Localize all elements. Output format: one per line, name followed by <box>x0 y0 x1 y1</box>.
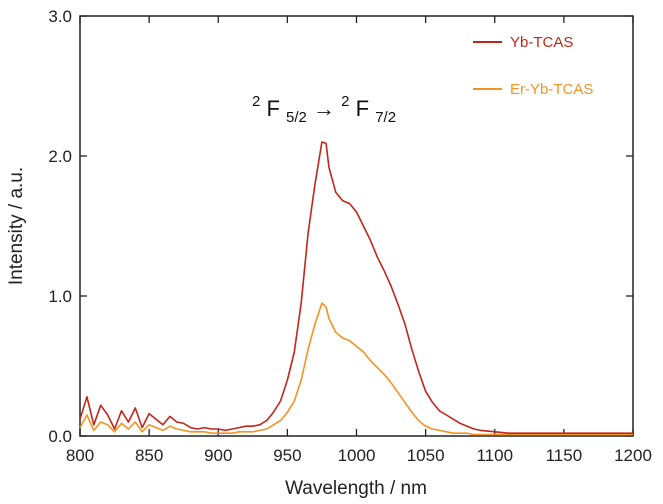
annot-main2: F <box>356 96 369 121</box>
series-line-er-yb-tcas <box>79 302 633 436</box>
x-tick-label: 1050 <box>407 446 445 465</box>
x-tick-label: 800 <box>66 446 94 465</box>
annot-sup1: 2 <box>252 93 260 110</box>
legend: Yb-TCAS Er-Yb-TCAS <box>473 34 593 98</box>
y-tick-label: 1.0 <box>48 287 72 306</box>
x-tick-label: 1100 <box>476 446 513 465</box>
y-tick-label: 3.0 <box>48 7 72 26</box>
x-axis-title: Wavelength / nm <box>285 478 427 499</box>
annot-sub2: 7/2 <box>375 109 396 126</box>
tick-labels: 800 850 900 950 1000 1050 1100 1150 1200 0.0 1.0 2.… <box>48 7 652 465</box>
annot-main1: F <box>266 96 279 121</box>
annot-sup2: 2 <box>341 93 349 110</box>
plot-frame <box>79 15 634 437</box>
x-tick-label: 850 <box>135 446 163 465</box>
annot-sub1: 5/2 <box>286 109 307 126</box>
y-tick-label: 0.0 <box>48 427 72 446</box>
legend-label-yb-tcas: Yb-TCAS <box>510 34 573 51</box>
legend-label-er-yb-tcas: Er-Yb-TCAS <box>510 81 593 98</box>
series-lines <box>79 141 633 436</box>
transition-annotation: 2 F 5/2 → 2 F 7/2 <box>252 86 396 127</box>
y-axis-title: Intensity / a.u. <box>6 167 27 285</box>
series-line-yb-tcas <box>79 141 633 435</box>
x-tick-label: 900 <box>204 446 232 465</box>
axis-ticks <box>79 15 634 437</box>
x-tick-label: 950 <box>273 446 301 465</box>
annot-arrow: → <box>313 96 335 121</box>
x-tick-label: 1200 <box>614 446 652 465</box>
y-tick-label: 2.0 <box>48 147 72 166</box>
x-tick-label: 1000 <box>338 446 376 465</box>
x-tick-label: 1150 <box>546 446 583 465</box>
